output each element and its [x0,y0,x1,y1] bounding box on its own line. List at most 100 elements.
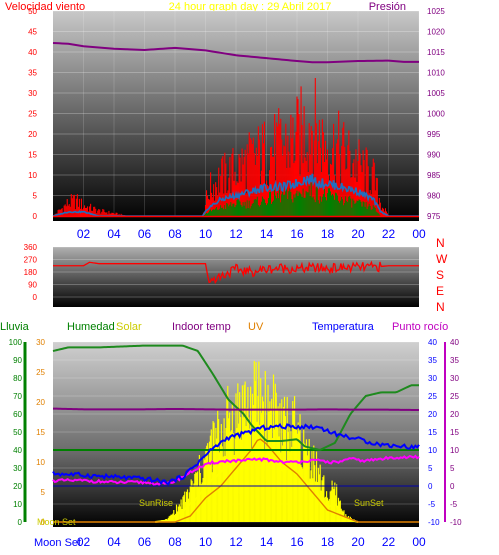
wind-xtick-label: 10 [199,227,213,241]
pressure-ytick-label: 990 [427,151,441,160]
legend-rain: Lluvia [0,321,30,333]
wind-xticks: 02 04 06 08 10 12 14 16 18 20 22 00 [77,227,426,241]
wind-ytick-label: 20 [28,130,37,139]
indoor-temp-ytick-label: -10 [450,518,462,527]
climate-xtick-label: 02 [77,535,91,549]
indoor-temp-ytick-label: 5 [450,464,455,473]
wind-xtick-label: 18 [321,227,335,241]
wind-xtick-label: 12 [229,227,243,241]
pressure-ytick-label: 1015 [427,48,445,57]
direction-ytick-label: 270 [24,256,38,265]
wind-xtick-label: 06 [138,227,152,241]
wind-axis-label: Velocidad viento [5,1,85,13]
indoor-temp-ytick-label: 35 [450,356,459,365]
dewpoint-line [52,454,420,486]
climate-xticks: 02 04 06 08 10 12 14 16 18 20 22 00 [77,535,426,549]
pressure-axis-label: Presión [369,1,406,13]
pressure-ytick-label: 1020 [427,28,445,37]
pressure-yticks: 975 980 985 990 995 1000 1005 1010 1015 1020 1025 [427,7,445,221]
indoor-temp-ytick-label: -5 [450,500,458,509]
temperature-ytick-label: 5 [428,464,433,473]
temperature-ytick-label: -10 [428,518,440,527]
temperature-line [52,423,420,486]
climate-xtick-label: 04 [107,535,121,549]
wind-xtick-label: 22 [382,227,396,241]
climate-xtick-label: 06 [138,535,152,549]
indoor-temp-ytick-label: 20 [450,410,459,419]
moon-set-label-left: Moon Set [37,517,76,527]
legend-solar: Solar [116,321,142,333]
pressure-ytick-label: 980 [427,192,441,201]
compass-label: N [436,236,445,250]
climate-xtick-label: 08 [168,535,182,549]
wind-ytick-label: 30 [28,89,37,98]
climate-xtick-label: 14 [260,535,274,549]
pressure-ytick-label: 1010 [427,69,445,78]
humidity-ytick-label: 25 [36,368,45,377]
rain-ytick-label: 80 [13,374,22,383]
humidity-ytick-label: 0 [41,518,46,527]
uv-line [53,438,419,523]
sunset-label: SunSet [354,498,384,508]
chart-title: 24 hour graph day : 29 Abril 2017 [169,1,332,13]
indoor-temp-line [52,407,420,412]
temperature-ytick-label: 35 [428,356,437,365]
rain-ytick-label: 20 [13,482,22,491]
rain-ytick-label: 40 [13,446,22,455]
compass-label: S [436,268,444,282]
pressure-ytick-label: 985 [427,171,441,180]
humidity-ytick-label: 15 [36,428,45,437]
wind-ytick-label: 40 [28,48,37,57]
compass-label: N [436,300,445,314]
pressure-ytick-label: 1000 [427,110,445,119]
direction-series [53,260,419,285]
direction-grid [53,246,419,298]
indoor-temp-ytick-label: 30 [450,374,459,383]
wind-xtick-label: 20 [351,227,365,241]
pressure-ytick-label: 1025 [427,7,445,16]
rain-ytick-label: 10 [13,500,22,509]
pressure-ytick-label: 995 [427,130,441,139]
legend-humidity: Humedad [67,321,115,333]
climate-xtick-label: 20 [351,535,365,549]
indoor-temp-ytick-label: 25 [450,392,459,401]
direction-ytick-label: 90 [28,281,37,290]
climate-xtick-label: 16 [290,535,304,549]
temperature-ytick-label: 15 [428,428,437,437]
direction-plot-area [53,247,419,307]
wind-series [52,78,419,218]
compass-label: E [436,284,444,298]
wind-xtick-label: 00 [412,227,426,241]
rain-ytick-label: 90 [13,356,22,365]
indoor-temp-ytick-label: 10 [450,446,459,455]
indoor-temp-ytick-label: 40 [450,338,459,347]
rain-ytick-label: 70 [13,392,22,401]
wind-ytick-label: 50 [28,7,37,16]
legend-temperature: Temperatura [312,321,375,333]
humidity-ytick-label: 10 [36,458,45,467]
climate-legend: Lluvia Humedad Solar Indoor temp UV Temp… [0,321,448,333]
temperature-ytick-label: 25 [428,392,437,401]
direction-ytick-label: 360 [24,243,38,252]
direction-ytick-label: 0 [33,293,38,302]
wind-ytick-label: 35 [28,69,37,78]
climate-xtick-label: 18 [321,535,335,549]
rain-ytick-label: 100 [9,338,23,347]
wind-yticks: 0 5 10 15 20 25 30 35 40 45 50 [28,7,37,221]
rain-ytick-label: 60 [13,410,22,419]
wind-ytick-label: 0 [33,212,38,221]
wind-xtick-label: 02 [77,227,91,241]
humidity-ytick-label: 5 [41,488,46,497]
compass-label: W [436,252,448,266]
wind-xtick-label: 16 [290,227,304,241]
climate-xtick-label: 12 [229,535,243,549]
pressure-series [52,41,419,64]
temperature-ytick-label: 30 [428,374,437,383]
direction-ytick-label: 180 [24,268,38,277]
humidity-ytick-label: 30 [36,338,45,347]
wind-ytick-label: 15 [28,151,37,160]
temperature-ytick-label: -5 [428,500,436,509]
pressure-line [52,41,419,64]
wind-xtick-label: 14 [260,227,274,241]
